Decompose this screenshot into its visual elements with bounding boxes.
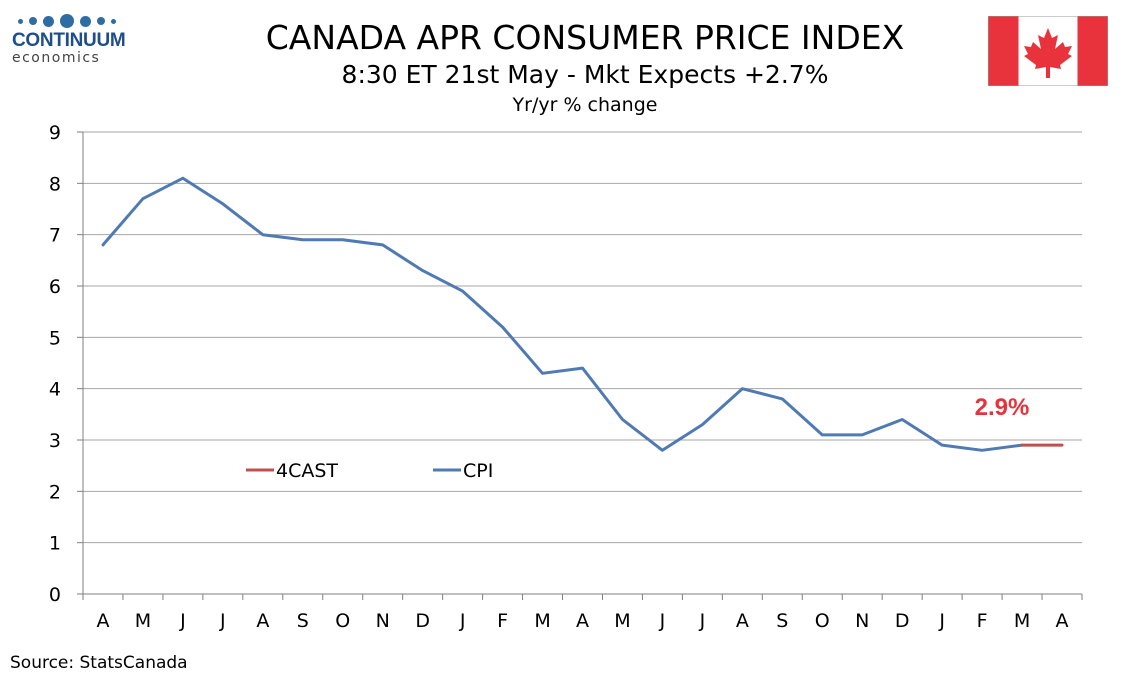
- y-tick-label: 8: [49, 173, 61, 195]
- axes: 0 1 2 3 4 5 6 7 8 9 A M J J A S O N D J F M A M J J A S O N D J F M A: [49, 122, 1083, 632]
- canada-flag-icon: [988, 16, 1108, 86]
- forecast-annotation: 2.9%: [975, 394, 1030, 421]
- source-note: Source: StatsCanada: [10, 653, 188, 673]
- y-tick-label: 2: [49, 481, 61, 503]
- legend: 4CAST CPI: [246, 460, 493, 482]
- chart-units: Yr/yr % change: [512, 94, 658, 116]
- x-tick-label: M: [135, 610, 151, 632]
- x-tick-label: F: [977, 610, 988, 632]
- chart-subtitle: 8:30 ET 21st May - Mkt Expects +2.7%: [341, 60, 829, 89]
- y-tick-label: 3: [49, 430, 61, 452]
- x-tick-label: J: [699, 610, 706, 632]
- y-tick-label: 9: [49, 122, 61, 144]
- y-tick-label: 4: [49, 379, 61, 401]
- continuum-logo: CONTINUUM economics: [12, 14, 142, 76]
- legend-label-4cast: 4CAST: [276, 460, 338, 482]
- series-line-cpi: [101, 176, 1024, 452]
- x-tick-label: A: [736, 610, 749, 632]
- x-tick-label: S: [297, 610, 309, 632]
- x-tick-label: A: [576, 610, 589, 632]
- x-tick-label: S: [776, 610, 788, 632]
- annotations: 2.9%: [975, 394, 1030, 421]
- y-tick-label: 1: [49, 533, 61, 555]
- y-tick-label: 0: [49, 584, 61, 606]
- x-tick-label: M: [534, 610, 550, 632]
- x-tick-label: N: [376, 610, 390, 632]
- y-tick-label: 7: [49, 225, 61, 247]
- x-tick-label: O: [335, 610, 350, 632]
- x-tick-label: F: [497, 610, 508, 632]
- x-tick-label: M: [614, 610, 630, 632]
- chart-title: CANADA APR CONSUMER PRICE INDEX: [265, 18, 905, 57]
- x-tick-label: N: [855, 610, 869, 632]
- series-lines: [101, 176, 1064, 452]
- x-tick-label: O: [815, 610, 830, 632]
- x-tick-label: J: [938, 610, 945, 632]
- x-tick-label: A: [96, 610, 109, 632]
- x-tick-label: A: [256, 610, 269, 632]
- x-tick-label: D: [895, 610, 910, 632]
- x-tick-label: J: [659, 610, 666, 632]
- grid-lines: [83, 131, 1082, 544]
- y-tick-label: 6: [49, 276, 61, 298]
- legend-label-cpi: CPI: [463, 460, 493, 482]
- y-tick-label: 5: [49, 327, 61, 349]
- logo-name: CONTINUUM: [12, 30, 126, 51]
- x-tick-label: J: [459, 610, 466, 632]
- x-tick-label: J: [219, 610, 226, 632]
- x-tick-label: M: [1014, 610, 1030, 632]
- x-tick-label: A: [1056, 610, 1069, 632]
- logo-dots-icon: [18, 14, 142, 28]
- x-tick-label: D: [415, 610, 430, 632]
- logo-subtitle: economics: [12, 50, 101, 66]
- x-tick-label: J: [179, 610, 186, 632]
